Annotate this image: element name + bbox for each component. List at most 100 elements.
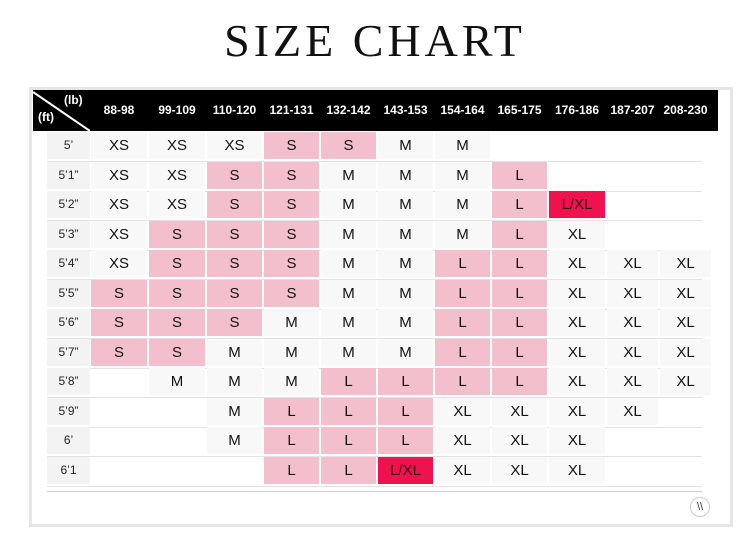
height-label: 5’4” — [47, 250, 90, 277]
size-cell: L — [378, 397, 433, 425]
size-cell: M — [207, 338, 262, 366]
size-cell: S — [207, 279, 262, 307]
size-cell: L — [321, 397, 376, 425]
table-header: (lb) (ft) 88-98 99-109 110-120 121-131 132-1… — [33, 90, 718, 131]
table-row: 5’ XS XS XS S S M M — [47, 132, 702, 162]
size-cell: XL — [660, 309, 711, 336]
size-cell: XL — [549, 368, 605, 395]
size-cell — [91, 398, 147, 425]
table-row: 6’ M L L L XL XL XL — [47, 427, 702, 457]
height-label: 5’3” — [47, 220, 90, 248]
size-cell: L — [492, 250, 547, 277]
size-cell: L — [492, 191, 547, 218]
size-cell: M — [435, 161, 490, 189]
page-title: SIZE CHART — [224, 15, 526, 66]
size-cell: M — [264, 368, 319, 395]
size-cell: XS — [91, 250, 147, 277]
size-cell: XL — [607, 250, 658, 277]
size-cell: M — [378, 279, 433, 307]
size-cell: XL — [549, 250, 605, 277]
size-cell — [607, 162, 658, 189]
size-cell — [149, 457, 205, 484]
size-cell: XL — [492, 427, 547, 454]
size-cell: M — [378, 220, 433, 248]
size-cell: S — [149, 250, 205, 277]
size-cell — [91, 457, 147, 484]
size-cell: M — [378, 191, 433, 218]
size-cell: XL — [660, 279, 711, 307]
size-cell: XL — [607, 368, 658, 395]
table-row: 5’1” XS XS S S M M M L — [47, 161, 702, 192]
size-cell: M — [378, 161, 433, 189]
size-cell: M — [321, 220, 376, 248]
size-cell: S — [264, 220, 319, 248]
size-cell: XL — [492, 456, 547, 484]
size-cell: M — [321, 279, 376, 307]
height-label: 5’8” — [47, 368, 90, 395]
size-cell: S — [207, 220, 262, 248]
size-cell: M — [378, 338, 433, 366]
column-header: 132-142 — [326, 103, 371, 117]
size-cell: L — [492, 220, 547, 248]
size-cell — [492, 132, 547, 159]
height-label: 5’ — [47, 132, 90, 159]
size-cell: S — [91, 309, 147, 336]
height-label: 5’6” — [47, 309, 90, 336]
size-cell — [607, 427, 658, 454]
size-cell: L — [492, 338, 547, 366]
table-row: 6’1 L L L/XL XL XL XL — [47, 456, 702, 487]
footer-divider — [47, 491, 702, 492]
size-cell: S — [149, 220, 205, 248]
size-cell: L — [321, 456, 376, 484]
size-cell: S — [149, 279, 205, 307]
height-label: 5’9” — [47, 397, 90, 425]
size-cell — [91, 427, 147, 454]
size-cell: S — [264, 250, 319, 277]
size-cell: S — [149, 338, 205, 366]
size-cell: S — [264, 132, 319, 159]
size-cell: L — [435, 279, 490, 307]
table-row: 5’4” XS S S S M M L L XL XL XL — [47, 250, 711, 280]
size-cell: M — [264, 338, 319, 366]
size-cell: L — [492, 279, 547, 307]
size-cell: XL — [549, 220, 605, 248]
size-cell: S — [264, 161, 319, 189]
column-header: 176-186 — [554, 103, 600, 117]
size-cell: L — [435, 250, 490, 277]
size-cell: L/XL — [549, 191, 605, 218]
size-cell: XS — [91, 161, 147, 189]
table-row: 5’5” S S S S M M L L XL XL XL — [47, 279, 711, 310]
size-cell: L — [264, 397, 319, 425]
column-header: 143-153 — [383, 103, 428, 117]
size-cell — [660, 457, 711, 484]
table-row: 5’9” M L L L XL XL XL XL — [47, 397, 702, 428]
size-cell: XL — [607, 397, 658, 425]
size-cell — [91, 368, 147, 395]
size-cell: M — [435, 132, 490, 159]
size-cell — [607, 191, 658, 218]
column-header: 187-207 — [610, 103, 655, 117]
size-cell: XL — [549, 397, 605, 425]
size-cell: XS — [91, 132, 147, 159]
size-cell — [660, 191, 711, 218]
column-header: 121-131 — [269, 103, 314, 117]
diagonal-divider-icon — [33, 91, 90, 131]
size-cell — [660, 162, 711, 189]
size-cell: M — [378, 309, 433, 336]
size-cell: L — [264, 427, 319, 454]
height-label: 5’7” — [47, 338, 90, 366]
size-cell: M — [435, 220, 490, 248]
size-cell: L/XL — [378, 456, 433, 484]
column-header: 154-164 — [440, 103, 485, 117]
size-cell: L — [435, 338, 490, 366]
height-label: 6’1 — [47, 456, 90, 484]
size-cell: S — [264, 279, 319, 307]
size-cell: XL — [549, 309, 605, 336]
height-unit-label: (ft) — [38, 110, 54, 124]
size-cell: M — [378, 132, 433, 159]
size-cell: XS — [207, 132, 262, 159]
size-cell: S — [149, 309, 205, 336]
size-cell: XS — [149, 191, 205, 218]
size-cell: XS — [149, 161, 205, 189]
size-cell: L — [492, 368, 547, 395]
